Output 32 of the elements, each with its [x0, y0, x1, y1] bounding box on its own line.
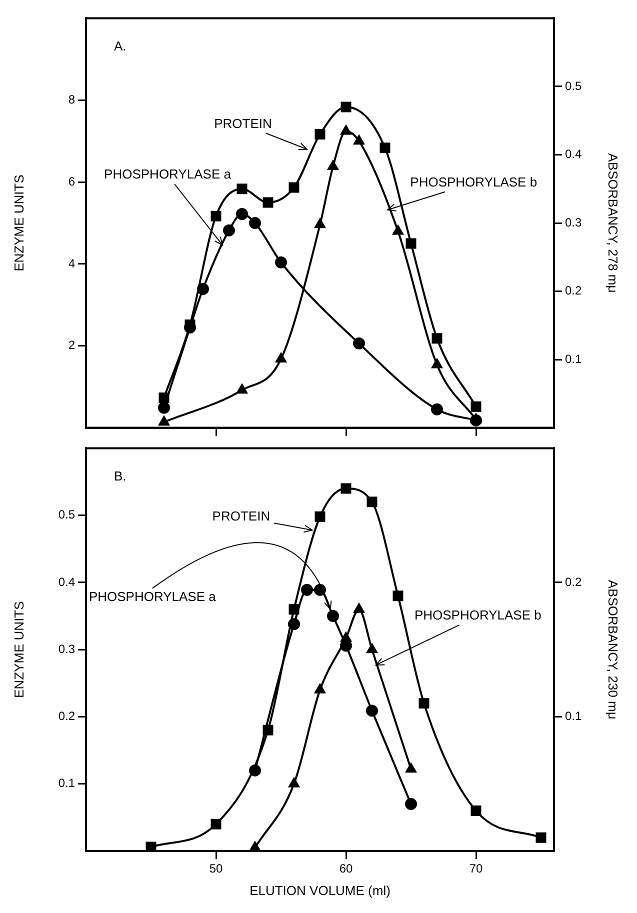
x-axis-title: ELUTION VOLUME (ml) [250, 882, 390, 898]
y-tick-label: 0.2 [58, 709, 76, 724]
y-axis-title: ENZYME UNITS [11, 600, 26, 698]
y2-tick-label: 0.2 [565, 574, 582, 589]
annotation: B. [114, 468, 126, 484]
annotation: PHOSPHORYLASE b [414, 608, 542, 623]
y2-tick-label: 0.3 [565, 215, 582, 230]
y-axis-title: ENZYME UNITS [11, 174, 26, 272]
y2-tick-label: 0.2 [565, 284, 582, 298]
y-tick-label: 0.5 [58, 508, 76, 522]
y2-tick-label: 0.1 [565, 709, 582, 724]
annotation: PHOSPHORYLASE a [88, 588, 217, 604]
y-tick-label: 8 [68, 92, 76, 106]
y-tick-label: 4 [68, 256, 76, 270]
y2-tick-label: 0.1 [565, 352, 582, 366]
annotation: PROTEIN [212, 508, 270, 524]
y-tick-label: 0.1 [58, 776, 76, 790]
y-tick-label: 0.3 [58, 642, 76, 656]
annotation: PHOSPHORYLASE b [410, 174, 538, 190]
y2-tick-label: 0.5 [565, 78, 582, 93]
y2-tick-label: 0.4 [565, 147, 582, 162]
annotation: PHOSPHORYLASE a [104, 166, 232, 182]
y-tick-label: 2 [68, 338, 76, 352]
annotation: A. [114, 38, 126, 54]
annotation: PROTEIN [214, 116, 272, 131]
x-tick-label: 60 [339, 862, 353, 876]
x-tick-label: 70 [469, 862, 483, 876]
y-tick-label: 0.4 [58, 574, 76, 589]
y2-axis-title: ABSORBANCY, 278 mμ [606, 153, 621, 293]
x-tick-label: 50 [209, 862, 223, 876]
y-tick-label: 6 [68, 174, 76, 188]
y2-axis-title: ABSORBANCY, 230 mμ [606, 580, 621, 720]
